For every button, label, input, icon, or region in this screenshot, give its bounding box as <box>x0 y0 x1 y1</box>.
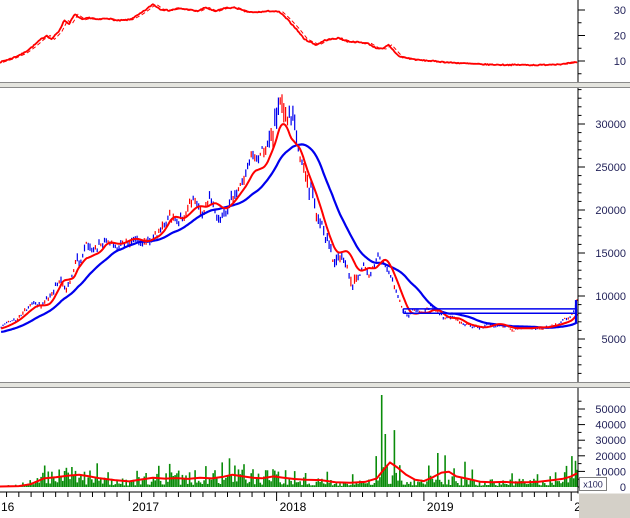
y-tick-label: 10000 <box>595 291 626 303</box>
price-y-axis: 5000 10000 15000 20000 25000 30000 <box>577 88 626 382</box>
y-tick-label: 20000 <box>595 451 626 463</box>
y-tick-label: 30000 <box>595 435 626 447</box>
x-axis-year-label: 2017 <box>132 500 159 514</box>
y-tick-label: 10 <box>614 56 626 68</box>
price-ma-slow-line <box>0 143 578 333</box>
volume-bars <box>0 395 578 487</box>
corner-patch <box>579 493 630 518</box>
indicator-y-axis: 10 20 30 <box>577 0 626 82</box>
volume-unit-label: x100 <box>579 477 607 491</box>
y-tick-label: 40000 <box>595 420 626 432</box>
indicator-signal-line <box>2 3 578 66</box>
price-panel <box>0 94 578 333</box>
price-ma-fast-line <box>0 123 578 330</box>
y-tick-label: 0 <box>620 482 626 494</box>
y-tick-label: 5000 <box>602 334 626 346</box>
x-axis-year-label: 2019 <box>427 500 454 514</box>
x-axis: 1620172018201920 <box>0 491 588 514</box>
y-tick-label: 50000 <box>595 404 626 416</box>
y-tick-label: 15000 <box>595 248 626 260</box>
volume-panel <box>0 395 578 488</box>
bottom-right-corner <box>579 493 630 518</box>
y-tick-label: 25000 <box>595 162 626 174</box>
x-axis-year-label: 2018 <box>280 500 307 514</box>
panel-separator <box>0 82 630 388</box>
volume-ma-line <box>0 461 578 488</box>
indicator-panel <box>0 3 578 67</box>
y-tick-label: 30 <box>614 5 626 17</box>
y-tick-label: 20 <box>614 31 626 43</box>
x-axis-year-label: 16 <box>1 500 15 514</box>
y-tick-label: 10000 <box>595 466 626 478</box>
volume-y-axis: 0 10000 20000 30000 40000 50000 <box>577 388 626 494</box>
y-tick-label: 30000 <box>595 119 626 131</box>
volume-multiplier-label: x100 <box>583 480 603 490</box>
indicator-line <box>0 3 578 67</box>
y-tick-label: 20000 <box>595 205 626 217</box>
